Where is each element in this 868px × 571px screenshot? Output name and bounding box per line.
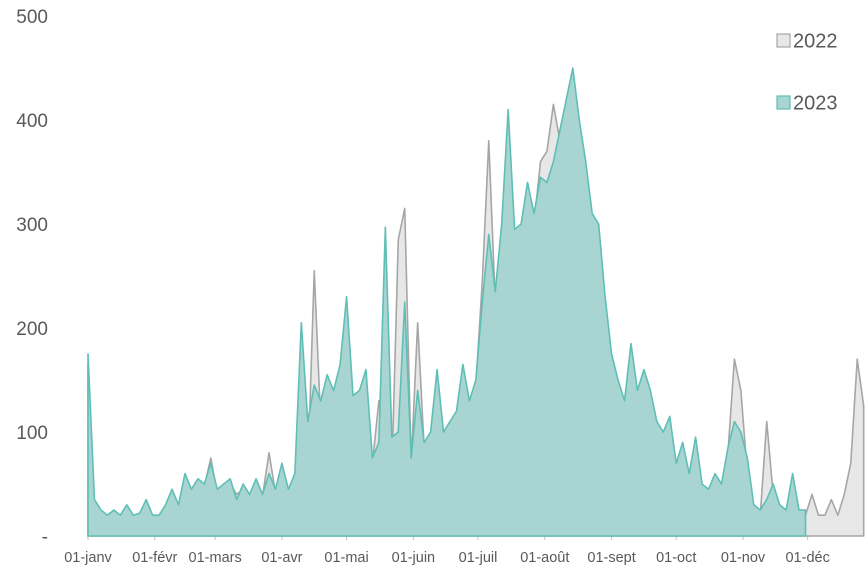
x-tick-label: 01-mars xyxy=(189,550,242,566)
legend-swatch xyxy=(776,33,791,48)
x-tick-label: 01-févr xyxy=(132,550,177,566)
y-tick-label: 200 xyxy=(16,319,48,340)
x-tick-label: 01-août xyxy=(520,550,569,566)
x-tick-label: 01-nov xyxy=(721,550,766,566)
x-tick-label: 01-avr xyxy=(261,550,302,566)
x-tick-label: 01-déc xyxy=(785,550,829,566)
x-tick-label: 01-mai xyxy=(324,550,368,566)
y-tick-label: 400 xyxy=(16,111,48,132)
area xyxy=(87,67,807,537)
x-tick-label: 01-sept xyxy=(587,550,635,566)
x-tick-label: 01-juin xyxy=(392,550,436,566)
y-tick-label: 300 xyxy=(16,215,48,236)
x-tick-label: 01-janv xyxy=(64,550,112,566)
y-tick-label: - xyxy=(42,527,48,548)
x-tick-label: 01-oct xyxy=(656,550,696,566)
x-tick-label: 01-juil xyxy=(459,550,498,566)
y-tick-label: 500 xyxy=(16,7,48,28)
y-tick-label: 100 xyxy=(16,423,48,444)
legend-label: 2022 xyxy=(793,30,838,52)
legend-swatch xyxy=(776,95,791,110)
legend-label: 2023 xyxy=(793,92,838,114)
